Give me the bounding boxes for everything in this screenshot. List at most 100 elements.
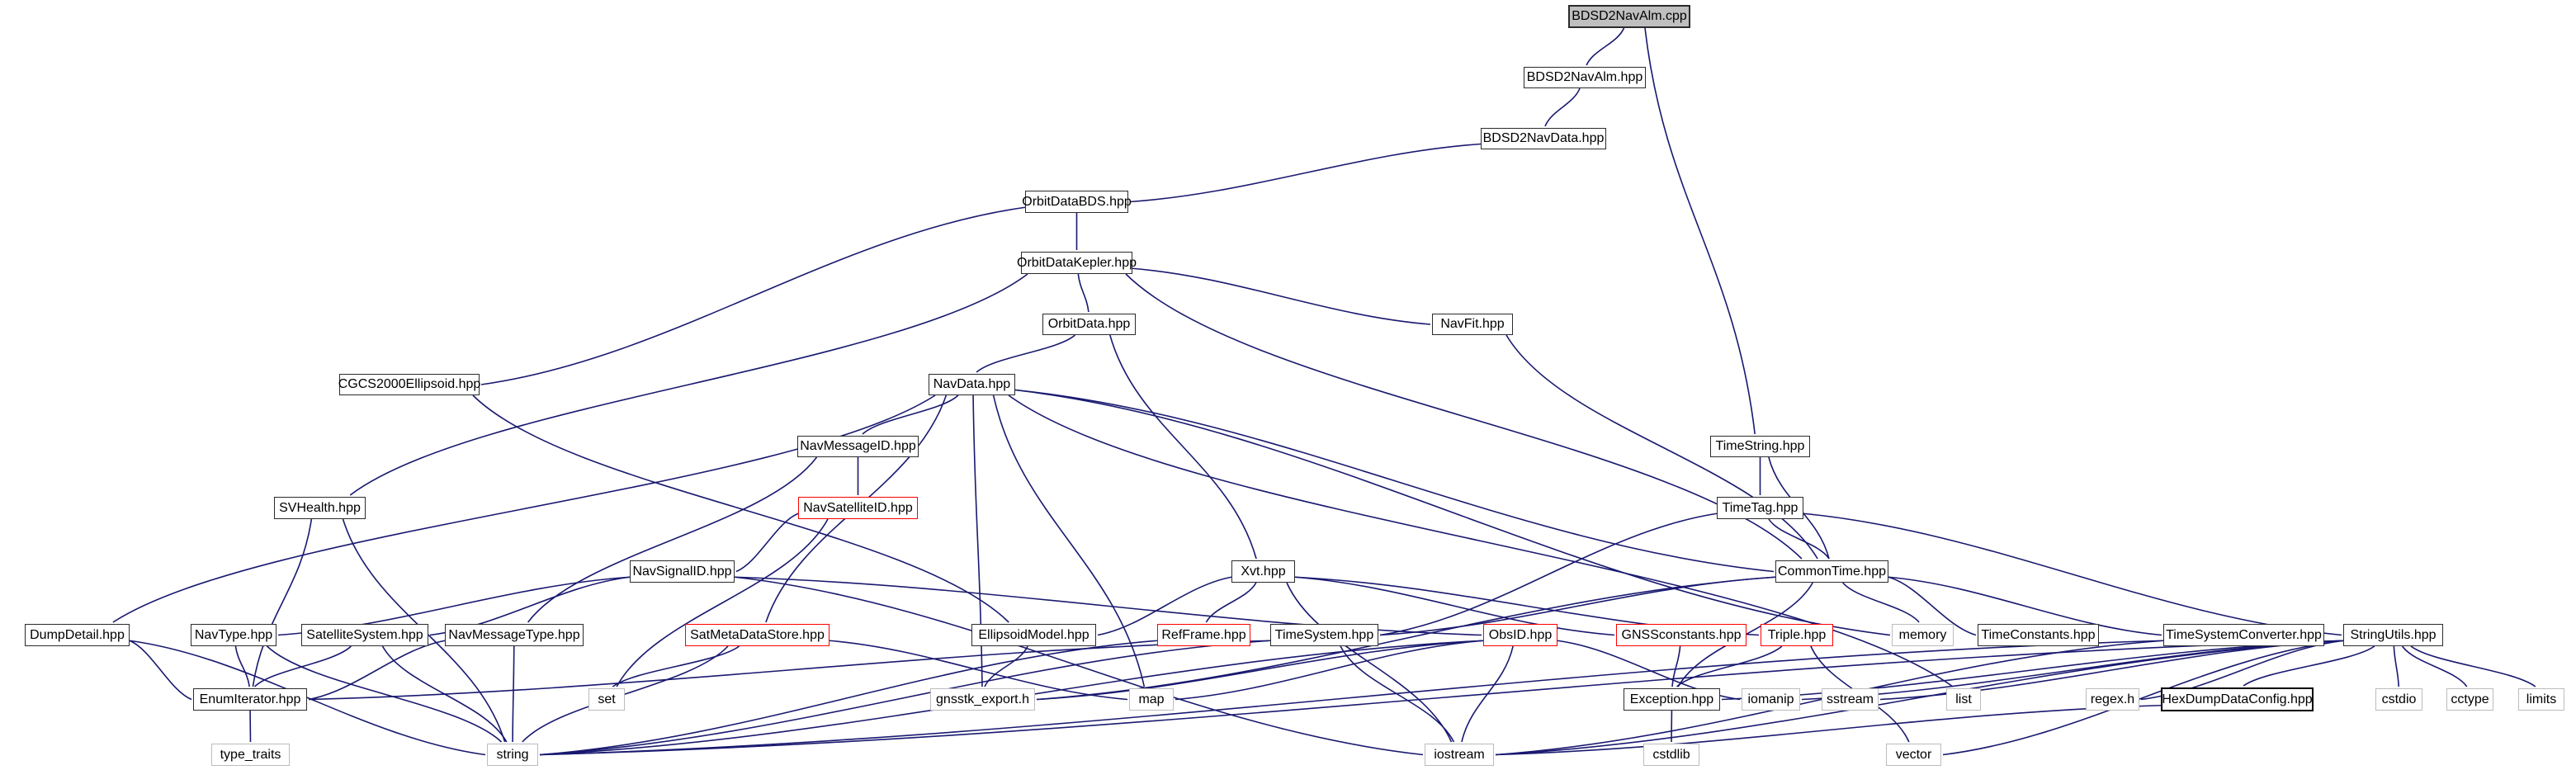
node-svhealth-hpp[interactable]: SVHealth.hpp xyxy=(274,497,366,519)
node-satmetadatastore-hpp[interactable]: SatMetaDataStore.hpp xyxy=(685,624,830,646)
node-string: string xyxy=(487,744,538,766)
node-timestring-hpp[interactable]: TimeString.hpp xyxy=(1710,436,1810,457)
edge-commontime-hpp-to-memory xyxy=(1842,582,1920,623)
edge-navmessageid-hpp-to-navmessagetype-hpp xyxy=(527,456,818,623)
edge-stringutils-hpp-to-cctype xyxy=(2402,645,2468,687)
edge-hexdumpdataconfig-hpp-to-iostream xyxy=(1495,704,2162,756)
edge-bdsd2navalm-hpp-to-bdsd2navdata-hpp xyxy=(1544,87,1581,127)
edge-navdata-hpp-to-list xyxy=(1008,394,1954,687)
node-cstdio: cstdio xyxy=(2375,688,2422,711)
edge-navsatelliteid-hpp-to-set xyxy=(616,518,829,687)
node-hexdumpdataconfig-hpp[interactable]: HexDumpDataConfig.hpp xyxy=(2161,687,2314,711)
node-memory: memory xyxy=(1892,624,1954,646)
edge-navmessagetype-hpp-to-enumiterator-hpp xyxy=(308,640,446,701)
node-cctype: cctype xyxy=(2446,688,2493,711)
edge-xvt-hpp-to-iostream xyxy=(1286,582,1453,743)
node-vector: vector xyxy=(1886,744,1941,766)
node-set: set xyxy=(588,688,625,711)
edge-commontime-hpp-to-gnsstk-export-h xyxy=(1036,576,1776,701)
node-refframe-hpp[interactable]: RefFrame.hpp xyxy=(1157,624,1250,646)
edge-triple-hpp-to-exception-hpp xyxy=(1676,645,1783,687)
node-ellipsoidmodel-hpp[interactable]: EllipsoidModel.hpp xyxy=(971,624,1096,646)
node-navsignalid-hpp[interactable]: NavSignalID.hpp xyxy=(630,560,735,583)
edge-bdsd2navalm-cpp-to-bdsd2navalm-hpp xyxy=(1586,27,1625,66)
edge-ellipsoidmodel-hpp-to-gnsstk-export-h xyxy=(984,645,1028,687)
edge-orbitdatakepler-hpp-to-navfit-hpp xyxy=(1132,267,1431,325)
node-navdata-hpp[interactable]: NavData.hpp xyxy=(929,374,1015,395)
node-navmessageid-hpp[interactable]: NavMessageID.hpp xyxy=(797,436,919,457)
node-navtype-hpp[interactable]: NavType.hpp xyxy=(191,624,277,646)
edge-timesystem-hpp-to-string xyxy=(539,640,1271,756)
node-orbitdata-hpp[interactable]: OrbitData.hpp xyxy=(1042,314,1136,335)
edge-timetag-hpp-to-stringutils-hpp xyxy=(1803,513,2342,636)
edge-timesystem-hpp-to-enumiterator-hpp xyxy=(308,640,1271,701)
node-gnssconstants-hpp[interactable]: GNSSconstants.hpp xyxy=(1616,624,1746,646)
node-commontime-hpp[interactable]: CommonTime.hpp xyxy=(1775,560,1888,583)
node-satellitesystem-hpp[interactable]: SatelliteSystem.hpp xyxy=(301,624,428,646)
edge-timetag-hpp-to-timesystem-hpp xyxy=(1379,513,1718,636)
node-sstream: sstream xyxy=(1822,688,1879,711)
node-timeconstants-hpp[interactable]: TimeConstants.hpp xyxy=(1978,624,2099,646)
node-navsatelliteid-hpp[interactable]: NavSatelliteID.hpp xyxy=(798,497,918,519)
node-dumpdetail-hpp[interactable]: DumpDetail.hpp xyxy=(25,624,130,646)
node-regex-h: regex.h xyxy=(2086,688,2139,711)
edge-bdsd2navalm-cpp-to-timestring-hpp xyxy=(1644,27,1756,435)
edge-timetag-hpp-to-commontime-hpp xyxy=(1768,518,1830,560)
node-cstdlib: cstdlib xyxy=(1643,744,1699,766)
edge-satmetadatastore-hpp-to-string xyxy=(522,645,729,743)
edge-navsignalid-hpp-to-iostream xyxy=(734,576,1424,756)
node-enumiterator-hpp[interactable]: EnumIterator.hpp xyxy=(193,688,307,711)
node-limits: limits xyxy=(2518,688,2564,711)
node-map: map xyxy=(1129,688,1174,711)
edge-cgcs2000ellipsoid-hpp-to-ellipsoidmodel-hpp xyxy=(472,394,1009,623)
edge-stringutils-hpp-to-vector xyxy=(1942,640,2344,756)
edge-navdata-hpp-to-dumpdetail-hpp xyxy=(112,394,936,623)
node-list: list xyxy=(1946,688,1981,711)
edge-stringutils-hpp-to-exception-hpp xyxy=(1721,640,2344,701)
node-iostream: iostream xyxy=(1425,744,1494,766)
node-navfit-hpp[interactable]: NavFit.hpp xyxy=(1432,314,1513,335)
node-gnsstk-export-h: gnsstk_export.h xyxy=(930,688,1035,711)
edge-timesystemconverter-hpp-to-string xyxy=(539,640,2164,756)
node-orbitdatakepler-hpp[interactable]: OrbitDataKepler.hpp xyxy=(1017,252,1137,274)
node-type-traits: type_traits xyxy=(211,744,290,766)
edge-satmetadatastore-hpp-to-map xyxy=(829,640,1128,701)
node-orbitdatabds-hpp[interactable]: OrbitDataBDS.hpp xyxy=(1022,191,1132,213)
edge-navdata-hpp-to-memory xyxy=(1014,389,1891,636)
edge-navmessagetype-hpp-to-string xyxy=(512,645,515,743)
node-triple-hpp[interactable]: Triple.hpp xyxy=(1761,624,1833,646)
node-bdsd2navalm-hpp[interactable]: BDSD2NavAlm.hpp xyxy=(1524,67,1646,88)
node-iomanip: iomanip xyxy=(1742,688,1800,711)
node-cgcs2000ellipsoid-hpp[interactable]: CGCS2000Ellipsoid.hpp xyxy=(338,374,480,395)
edge-navdata-hpp-to-commontime-hpp xyxy=(1014,389,1775,573)
edge-navdata-hpp-to-map xyxy=(992,394,1146,687)
edge-orbitdata-hpp-to-xvt-hpp xyxy=(1109,334,1257,560)
node-navmessagetype-hpp[interactable]: NavMessageType.hpp xyxy=(445,624,584,646)
edge-navfit-hpp-to-commontime-hpp xyxy=(1505,334,1818,560)
edge-navtype-hpp-to-string xyxy=(267,645,503,743)
node-obsid-hpp[interactable]: ObsID.hpp xyxy=(1483,624,1557,646)
edge-stringutils-hpp-to-iostream xyxy=(1495,640,2344,756)
edge-orbitdatabds-hpp-to-cgcs2000ellipsoid-hpp xyxy=(480,206,1026,385)
node-timetag-hpp[interactable]: TimeTag.hpp xyxy=(1717,497,1803,519)
edge-gnssconstants-hpp-to-exception-hpp xyxy=(1671,645,1681,687)
edge-stringutils-hpp-to-string xyxy=(539,640,2344,756)
edge-stringutils-hpp-to-cstdio xyxy=(2393,645,2400,687)
node-timesystemconverter-hpp[interactable]: TimeSystemConverter.hpp xyxy=(2163,624,2324,646)
node-bdsd2navdata-hpp[interactable]: BDSD2NavData.hpp xyxy=(1481,128,1606,149)
edge-commontime-hpp-to-timesystemconverter-hpp xyxy=(1888,576,2162,636)
edge-satmetadatastore-hpp-to-set xyxy=(612,645,740,687)
edge-dumpdetail-hpp-to-string xyxy=(129,640,486,756)
edge-obsid-hpp-to-map xyxy=(1175,640,1484,701)
node-bdsd2navalm-cpp: BDSD2NavAlm.cpp xyxy=(1568,5,1690,28)
node-exception-hpp[interactable]: Exception.hpp xyxy=(1624,688,1720,711)
node-stringutils-hpp[interactable]: StringUtils.hpp xyxy=(2343,624,2443,646)
node-timesystem-hpp[interactable]: TimeSystem.hpp xyxy=(1270,624,1378,646)
edge-stringutils-hpp-to-limits xyxy=(2410,645,2536,687)
edge-navtype-hpp-to-enumiterator-hpp xyxy=(234,645,250,687)
edge-xvt-hpp-to-gnssconstants-hpp xyxy=(1294,576,1615,636)
node-xvt-hpp[interactable]: Xvt.hpp xyxy=(1231,560,1295,583)
edge-stringutils-hpp-to-hexdumpdataconfig-hpp xyxy=(2243,645,2375,687)
edge-orbitdatakepler-hpp-to-svhealth-hpp xyxy=(349,273,1028,496)
edge-commontime-hpp-to-timeconstants-hpp xyxy=(1888,576,1977,636)
